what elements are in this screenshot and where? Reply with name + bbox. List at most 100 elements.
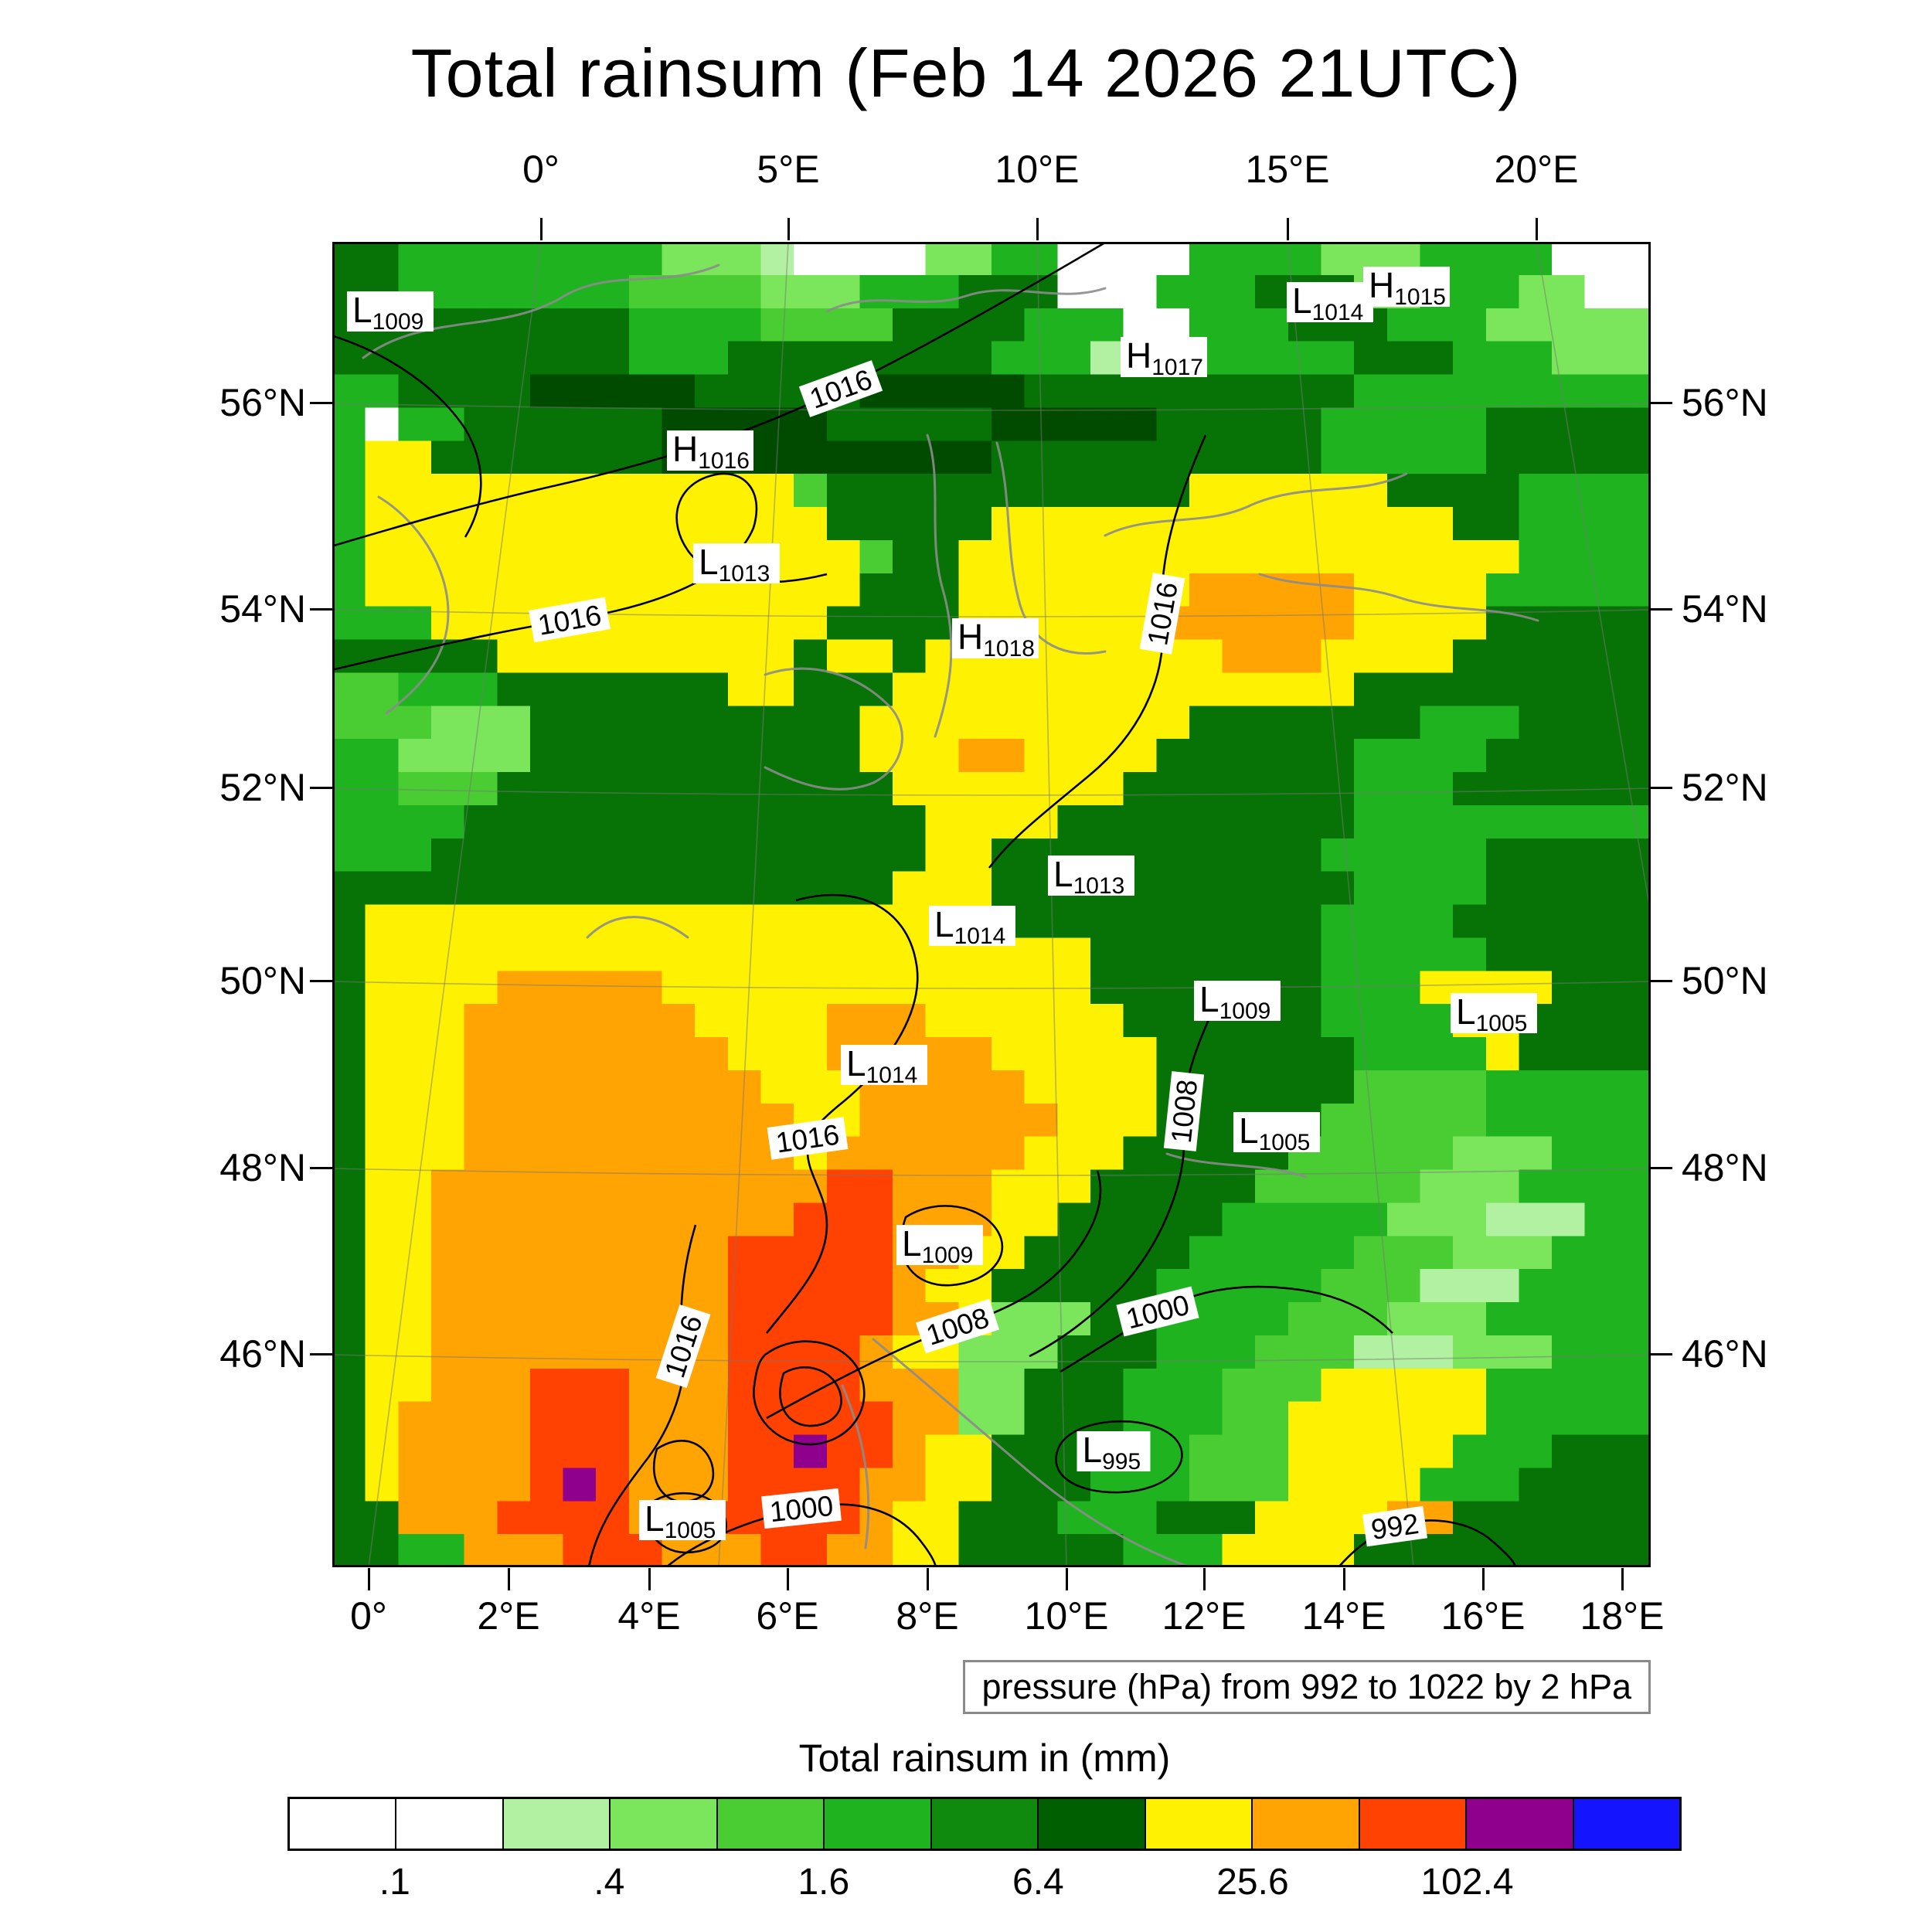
precip-cells [430, 1202, 794, 1236]
coastline [362, 264, 720, 359]
precip-cells [430, 1269, 729, 1303]
precip-cells [893, 539, 959, 574]
precip-cells [826, 1004, 927, 1038]
precip-cells [332, 838, 432, 872]
colorbar-segment-6 [930, 1799, 1038, 1849]
precip-cells [398, 739, 531, 773]
axis-tick-left [310, 786, 332, 789]
axis-tick-label-bottom: 2°E [477, 1594, 540, 1638]
precip-cells [992, 1302, 1091, 1336]
precip-cells [628, 308, 762, 342]
precip-cells [398, 1501, 498, 1535]
precip-cells [859, 1468, 927, 1502]
precip-cells [1156, 407, 1322, 441]
precip-cells [497, 639, 794, 674]
precip-cells [1321, 407, 1487, 441]
axis-tick-label-bottom: 14°E [1301, 1594, 1386, 1638]
svg-text:L1014: L1014 [934, 904, 1005, 949]
precip-cells [1156, 1501, 1256, 1535]
precip-cells [1453, 639, 1651, 674]
precip-cells [1287, 1468, 1421, 1502]
precip-cells [1354, 672, 1651, 706]
pressure-center-l1013: L1013 [1048, 854, 1134, 899]
precip-cells [992, 1037, 1157, 1071]
graticule-meridian [368, 242, 542, 1567]
coastline [1104, 472, 1408, 537]
precip-cells [925, 838, 992, 872]
precip-cells [529, 1368, 630, 1403]
axis-tick-right [1650, 607, 1672, 611]
axis-tick-label-right: 54°N [1682, 587, 1768, 631]
precip-cells [1420, 1468, 1520, 1502]
pressure-center-h1016: H1016 [667, 429, 753, 474]
graticule-parallel [332, 787, 1651, 796]
precip-cells [332, 242, 399, 276]
precip-cells [893, 1501, 959, 1535]
precip-cells [859, 1368, 959, 1403]
precip-cells [893, 871, 992, 906]
isobar-line [1338, 1519, 1517, 1567]
precip-cells [992, 1202, 1058, 1236]
isobar-label: 1008 [1163, 1071, 1205, 1151]
precip-cells [1321, 639, 1454, 674]
precip-cells [826, 474, 1190, 508]
precip-cells [332, 1070, 366, 1104]
graticule-meridian [718, 242, 789, 1567]
precip-cells [332, 1202, 366, 1236]
precip-cells [1189, 706, 1421, 740]
precip-cells [529, 374, 696, 409]
isobar-line [587, 1224, 697, 1567]
axis-tick-right [1650, 979, 1672, 982]
precip-cells [365, 1004, 465, 1038]
colorbar-tick-label: .4 [594, 1862, 625, 1903]
precip-cells [1519, 706, 1651, 740]
precip-cells [760, 1534, 828, 1567]
svg-text:H1016: H1016 [672, 429, 750, 474]
precip-cells [1386, 1302, 1487, 1336]
svg-text:L1005: L1005 [1239, 1111, 1310, 1155]
axis-tick-label-top: 20°E [1494, 148, 1579, 191]
pressure-center-l1005: L1005 [639, 1498, 726, 1543]
precip-cells [1485, 440, 1651, 474]
isobar-label: 1000 [761, 1488, 842, 1529]
precip-field [332, 242, 1651, 1567]
precip-cells [727, 1434, 794, 1469]
precip-cells [1321, 971, 1421, 1005]
precip-cells [727, 1037, 828, 1071]
precip-cells [859, 539, 893, 574]
axis-tick-top [1036, 218, 1039, 240]
precip-cells [893, 672, 1355, 706]
precip-cells [464, 1004, 696, 1038]
precip-cells [1354, 1070, 1487, 1104]
svg-text:L1013: L1013 [1053, 854, 1124, 899]
precip-cells [464, 407, 663, 441]
axis-tick-bottom [926, 1568, 929, 1590]
precip-cells [760, 274, 860, 309]
axis-tick-bottom [1621, 1568, 1624, 1590]
axis-tick-right [1650, 1352, 1672, 1355]
precip-cells [893, 772, 1124, 806]
precip-cells [365, 1401, 399, 1436]
precip-cells [365, 971, 498, 1005]
axis-tick-label-bottom: 10°E [1024, 1594, 1109, 1638]
axis-tick-left [310, 607, 332, 611]
colorbar [287, 1797, 1682, 1851]
precip-cells [893, 1401, 959, 1436]
precip-cells [1519, 1468, 1651, 1502]
precip-cells [332, 374, 399, 409]
isobar-line [766, 1170, 1102, 1420]
isobar-line [1055, 1420, 1183, 1494]
legend-title: Total rainsum in (mm) [798, 1736, 1171, 1780]
precip-cells [1485, 871, 1651, 906]
precip-cells [1222, 1368, 1322, 1403]
precip-cells [1552, 1335, 1651, 1369]
svg-text:L1013: L1013 [699, 542, 770, 587]
precip-cells [1453, 1236, 1553, 1270]
precip-cells [1354, 772, 1454, 806]
precip-cells [992, 904, 1322, 939]
colorbar-segment-2 [502, 1799, 610, 1849]
precip-cells [1519, 539, 1651, 574]
precip-cells [1123, 308, 1190, 342]
precip-cells [1287, 1434, 1454, 1469]
precip-cells [1024, 1070, 1157, 1104]
